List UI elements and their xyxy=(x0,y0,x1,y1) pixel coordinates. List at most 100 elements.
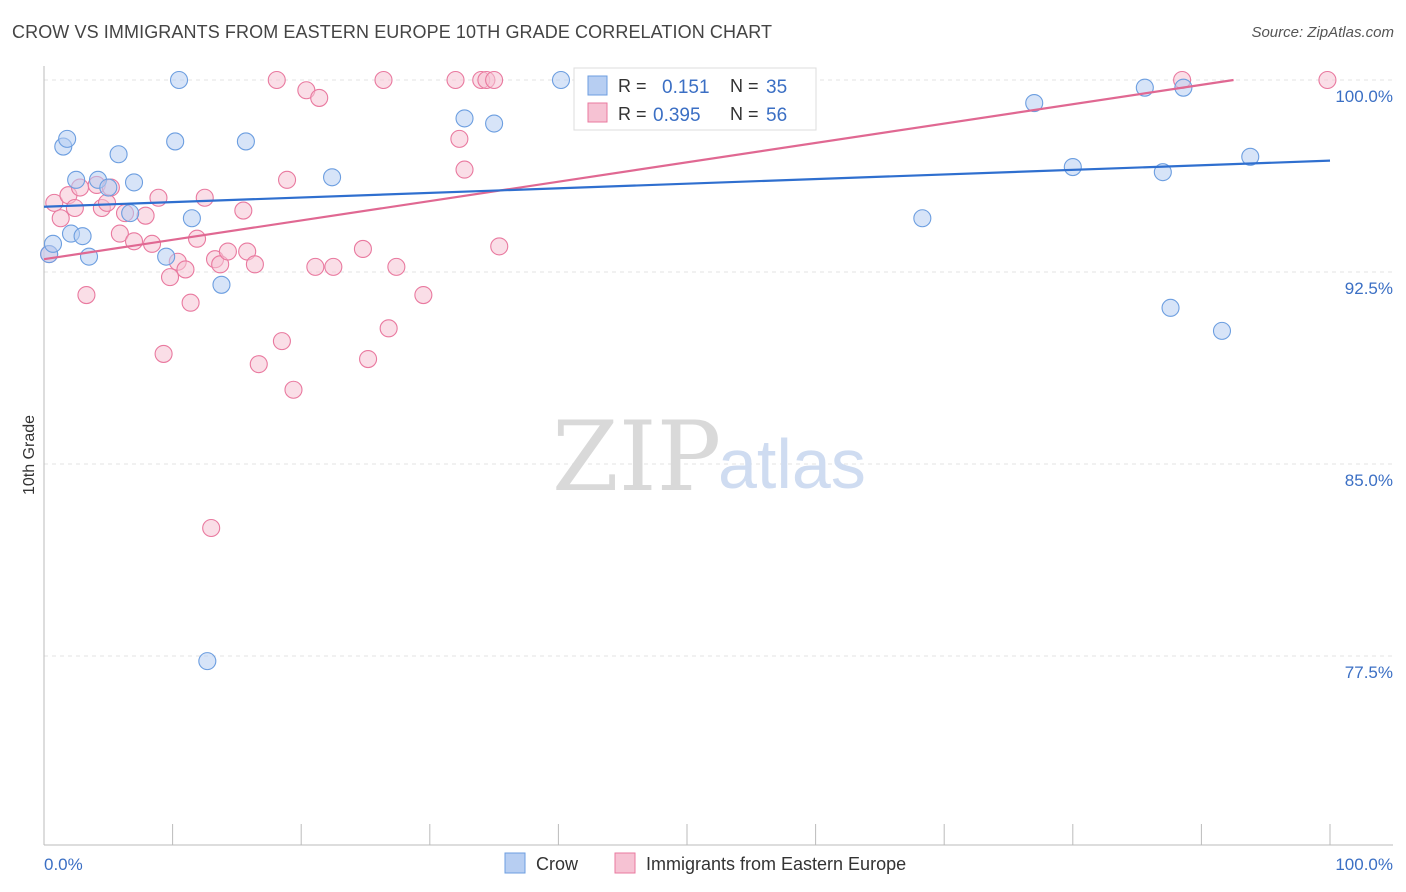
crow-point xyxy=(212,275,231,294)
immigrants-point xyxy=(490,237,509,256)
legend-immigrants-swatch xyxy=(587,102,608,123)
crow-point xyxy=(99,178,118,197)
immigrants-point xyxy=(245,255,264,274)
x-tick-label-min: 0.0% xyxy=(44,855,83,874)
crow-point xyxy=(73,227,92,246)
crow-point xyxy=(1212,321,1232,340)
crow-point xyxy=(455,109,474,128)
immigrants-point xyxy=(51,209,70,228)
y-axis-title: 10th Grade xyxy=(21,415,38,495)
crow-point xyxy=(323,168,342,187)
crow-points xyxy=(40,70,1260,671)
crow-point xyxy=(551,70,571,90)
crow-trend-line xyxy=(43,159,1331,208)
immigrants-point xyxy=(187,229,207,248)
crow-point xyxy=(1025,93,1044,113)
immigrants-point xyxy=(218,242,237,261)
immigrants-point xyxy=(450,129,469,148)
immigrants-point xyxy=(202,518,221,538)
crow-point xyxy=(58,129,77,148)
immigrants-point xyxy=(267,70,286,90)
crow-point xyxy=(182,209,201,228)
legend-crow-n-value: 35 xyxy=(766,77,787,98)
crow-point xyxy=(67,170,86,189)
y-tick-labels: 77.5% 85.0% 92.5% 100.0% xyxy=(1335,87,1393,682)
watermark-atlas: atlas xyxy=(718,425,866,503)
immigrants-point xyxy=(181,293,200,312)
immigrants-point xyxy=(324,257,343,276)
crow-point xyxy=(236,132,255,151)
immigrants-point xyxy=(154,344,173,363)
crow-point xyxy=(1161,298,1180,317)
immigrants-point xyxy=(310,88,329,107)
bottom-legend-crow-swatch xyxy=(504,852,526,874)
immigrants-point xyxy=(77,285,96,305)
legend-immigrants-r-label: R = xyxy=(618,104,647,124)
immigrants-point xyxy=(306,257,325,276)
legend-immigrants-n-value: 56 xyxy=(766,105,787,126)
crow-point xyxy=(124,173,144,192)
series-legend: Crow Immigrants from Eastern Europe xyxy=(504,852,906,874)
immigrants-point xyxy=(160,268,180,287)
immigrants-point xyxy=(97,193,117,212)
crow-point xyxy=(157,247,176,266)
immigrants-point xyxy=(272,332,291,351)
immigrants-point xyxy=(249,355,268,374)
immigrants-point xyxy=(284,380,303,399)
legend-crow-swatch xyxy=(587,75,608,96)
immigrants-point xyxy=(379,319,398,338)
legend-crow-r-value: 0.151 xyxy=(662,77,710,98)
y-tick-label: 77.5% xyxy=(1345,663,1393,682)
crow-point xyxy=(1063,157,1082,177)
crow-point xyxy=(121,204,140,223)
immigrants-trend-line xyxy=(43,78,1234,261)
y-tick-label: 92.5% xyxy=(1345,279,1393,298)
immigrants-point xyxy=(359,349,378,369)
legend-immigrants-r-value: 0.395 xyxy=(653,105,701,126)
legend-crow-r-label: R = xyxy=(618,76,647,96)
crow-point xyxy=(1241,147,1260,166)
immigrants-point xyxy=(414,285,433,305)
bottom-legend-immigrants-swatch xyxy=(614,852,636,874)
immigrants-points xyxy=(40,70,1337,538)
immigrants-point xyxy=(485,70,504,90)
watermark-zip: ZIP xyxy=(552,401,721,513)
y-tick-label: 85.0% xyxy=(1345,471,1393,490)
axes xyxy=(43,66,1393,846)
crow-point xyxy=(109,145,128,164)
immigrants-point xyxy=(353,239,372,259)
trend-lines xyxy=(43,78,1331,261)
crow-point xyxy=(485,114,504,133)
legend-immigrants-n-label: N = xyxy=(730,104,759,124)
chart-title: CROW VS IMMIGRANTS FROM EASTERN EUROPE 1… xyxy=(12,22,773,42)
source-label: Source: ZipAtlas.com xyxy=(1251,24,1394,41)
crow-point xyxy=(913,209,932,228)
x-tick-labels: 0.0% 100.0% xyxy=(44,855,1393,874)
watermark: ZIP atlas xyxy=(552,401,866,513)
immigrants-point xyxy=(136,206,155,225)
immigrants-point xyxy=(278,170,297,189)
bottom-legend-immigrants-label: Immigrants from Eastern Europe xyxy=(646,854,906,874)
stats-legend: R = 0.151 N = 35 R = 0.395 N = 56 xyxy=(573,67,817,131)
immigrants-point xyxy=(455,160,474,179)
crow-point xyxy=(1153,163,1172,182)
crow-point xyxy=(43,234,63,253)
y-tick-label: 100.0% xyxy=(1335,87,1393,106)
immigrants-point xyxy=(176,260,195,279)
immigrants-point xyxy=(65,198,84,218)
immigrants-point xyxy=(234,201,253,220)
crow-point xyxy=(169,70,189,90)
immigrants-point xyxy=(374,70,393,90)
stats-legend-box xyxy=(573,67,817,131)
immigrants-point xyxy=(195,188,214,207)
immigrants-point xyxy=(446,70,465,90)
crow-point xyxy=(198,652,217,671)
immigrants-point xyxy=(387,257,406,276)
crow-point xyxy=(166,132,185,151)
legend-crow-n-label: N = xyxy=(730,76,759,96)
immigrants-point xyxy=(110,224,129,243)
x-tick-label-max: 100.0% xyxy=(1335,855,1393,874)
immigrants-point xyxy=(1318,70,1337,90)
bottom-legend-crow-label: Crow xyxy=(536,854,579,874)
